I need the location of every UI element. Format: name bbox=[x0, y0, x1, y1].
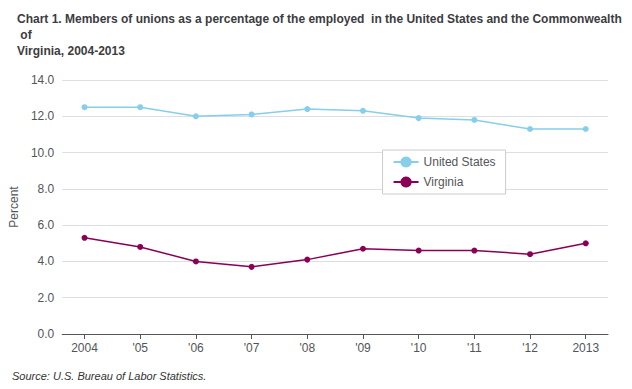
svg-text:2013: 2013 bbox=[572, 341, 599, 355]
svg-text:Percent: Percent bbox=[7, 186, 21, 228]
svg-text:4.0: 4.0 bbox=[38, 254, 55, 268]
svg-text:'06: '06 bbox=[188, 341, 204, 355]
svg-text:10.0: 10.0 bbox=[31, 146, 55, 160]
svg-text:of: of bbox=[17, 28, 33, 42]
svg-text:Virginia: Virginia bbox=[424, 175, 464, 189]
svg-text:'07: '07 bbox=[244, 341, 260, 355]
svg-text:Chart 1. Members of unions as: Chart 1. Members of unions as a percenta… bbox=[17, 12, 622, 26]
svg-text:Virginia, 2004-2013: Virginia, 2004-2013 bbox=[17, 44, 125, 58]
svg-text:'05: '05 bbox=[132, 341, 148, 355]
svg-text:'10: '10 bbox=[411, 341, 427, 355]
svg-text:12.0: 12.0 bbox=[31, 109, 55, 123]
svg-text:'08: '08 bbox=[299, 341, 315, 355]
svg-text:0.0: 0.0 bbox=[38, 327, 55, 341]
svg-text:14.0: 14.0 bbox=[31, 73, 55, 87]
svg-text:United States: United States bbox=[424, 155, 496, 169]
svg-text:6.0: 6.0 bbox=[38, 218, 55, 232]
svg-text:8.0: 8.0 bbox=[38, 182, 55, 196]
svg-text:'11: '11 bbox=[467, 341, 482, 355]
svg-text:'12: '12 bbox=[522, 341, 538, 355]
svg-text:Source: U.S. Bureau of Labor S: Source: U.S. Bureau of Labor Statistics. bbox=[12, 370, 206, 382]
svg-text:'09: '09 bbox=[355, 341, 371, 355]
svg-text:2004: 2004 bbox=[71, 341, 98, 355]
svg-text:2.0: 2.0 bbox=[38, 291, 55, 305]
